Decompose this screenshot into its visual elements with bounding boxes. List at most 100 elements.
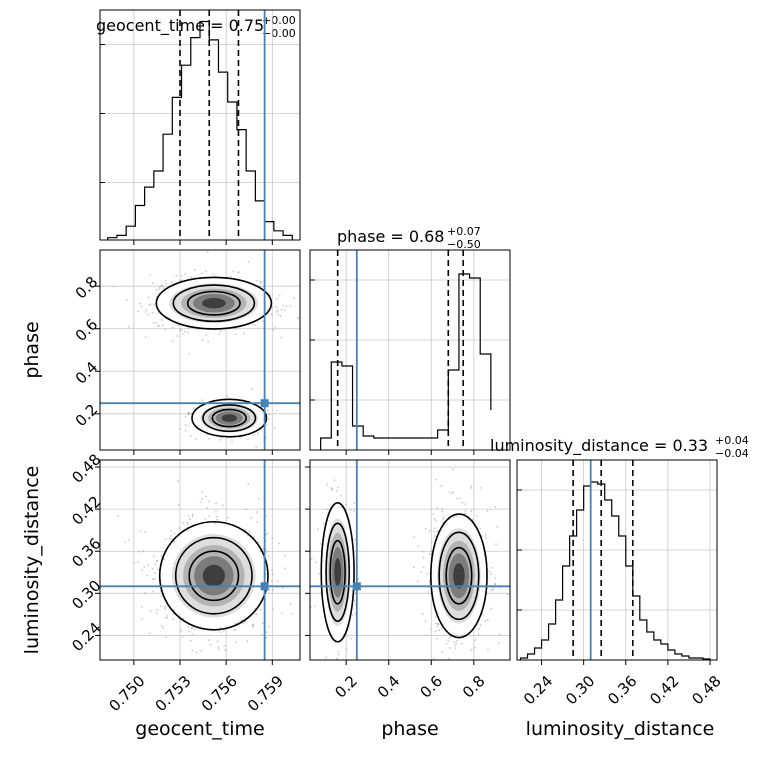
scatter-panel-phase-luminosity_distance (310, 460, 510, 660)
sample-point (207, 639, 210, 641)
sample-point (484, 619, 487, 622)
hist-step-phase (320, 273, 492, 450)
sample-point (237, 271, 240, 274)
sample-point (337, 486, 340, 489)
sample-point (209, 644, 212, 646)
sample-point (180, 328, 182, 331)
sample-point (252, 625, 255, 627)
sample-point (149, 303, 152, 306)
sample-point (349, 508, 352, 511)
sample-point (283, 309, 286, 311)
sample-point (279, 315, 282, 318)
sample-point (160, 285, 163, 288)
sample-point (231, 440, 233, 443)
sample-point (171, 340, 174, 343)
xtick-label: 0.756 (198, 672, 241, 715)
sample-point (255, 613, 258, 616)
sample-point (333, 479, 336, 482)
sample-point (280, 612, 283, 614)
sample-point (424, 620, 427, 623)
sample-point (451, 468, 454, 471)
density-level (453, 563, 465, 589)
sample-point (479, 624, 482, 626)
sample-point (280, 308, 283, 311)
sample-point (200, 649, 203, 652)
sample-point (445, 642, 448, 645)
sample-point (354, 538, 356, 541)
sample-point (275, 311, 278, 313)
sample-point (144, 310, 147, 313)
sample-point (276, 309, 279, 312)
sample-point (354, 592, 357, 595)
sample-point (155, 612, 158, 614)
sample-point (184, 429, 187, 432)
sample-point (161, 319, 163, 322)
sample-point (436, 625, 438, 627)
density-level (202, 297, 226, 309)
sample-point (353, 502, 356, 504)
sample-point (296, 317, 299, 320)
sample-point (255, 446, 258, 448)
sample-point (470, 485, 472, 488)
sample-point (255, 511, 258, 514)
sample-point (164, 617, 167, 619)
sample-point (426, 573, 428, 575)
contour-line (320, 502, 355, 643)
sample-point (190, 276, 193, 279)
sample-point (247, 483, 250, 485)
sample-point (469, 487, 472, 490)
sample-point (432, 658, 435, 660)
sample-point (340, 494, 342, 497)
sample-point (494, 577, 497, 580)
sample-point (491, 566, 494, 569)
sample-point (354, 603, 357, 606)
sample-point (137, 310, 139, 313)
ylabel-luminosity-distance: luminosity_distance (21, 466, 43, 655)
xtick-label: 0.42 (646, 672, 682, 708)
sample-point (222, 630, 225, 632)
sample-point (158, 286, 161, 289)
sample-point (194, 628, 197, 631)
sample-point (214, 275, 217, 278)
sample-point (160, 625, 163, 627)
sample-point (450, 492, 453, 495)
xtick-label: 0.48 (688, 672, 724, 708)
sample-point (495, 543, 497, 546)
sample-point (310, 558, 313, 560)
sample-point (433, 517, 436, 520)
truth-marker (260, 582, 269, 591)
sample-point (172, 618, 174, 621)
sample-point (143, 565, 146, 568)
sample-point (278, 294, 281, 297)
sample-point (464, 510, 467, 513)
sample-point (173, 532, 176, 535)
sample-point (413, 536, 416, 539)
sample-point (201, 491, 204, 493)
sample-point (217, 646, 220, 649)
sample-point (337, 650, 340, 653)
sample-point (325, 656, 328, 659)
sample-point (322, 522, 325, 525)
sample-point (244, 620, 246, 623)
sample-point (255, 279, 258, 282)
sample-point (267, 418, 270, 421)
sample-point (162, 286, 165, 289)
contour-line (329, 539, 346, 605)
sample-point (275, 306, 278, 309)
sample-point (430, 550, 433, 553)
sample-point (242, 622, 244, 625)
sample-point (425, 634, 428, 636)
sample-point (497, 641, 500, 644)
contour-line (445, 546, 473, 605)
sample-point (289, 304, 292, 307)
sample-point (191, 513, 194, 516)
xlabel-geocent-time: geocent_time (135, 718, 264, 740)
sample-point (155, 322, 158, 324)
sample-point (353, 599, 356, 602)
ytick-label: 0.2 (72, 400, 102, 430)
sample-point (478, 627, 481, 630)
sample-point (156, 312, 159, 315)
sample-point (281, 587, 284, 590)
sample-point (215, 502, 218, 505)
sample-point (280, 336, 283, 339)
